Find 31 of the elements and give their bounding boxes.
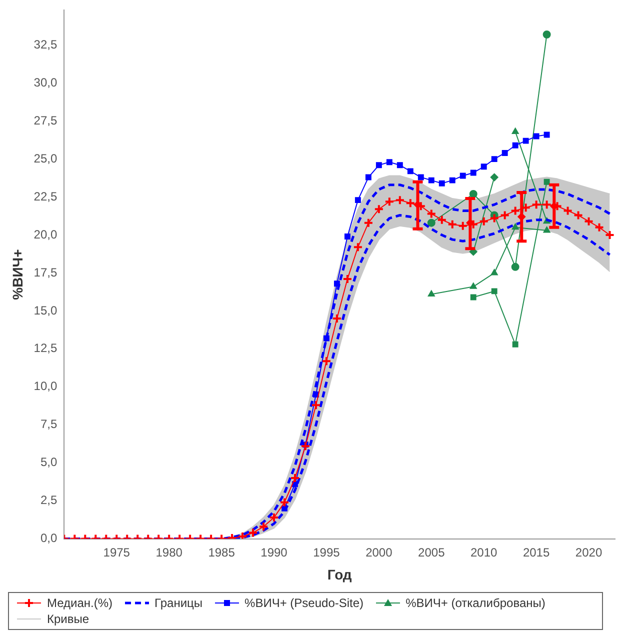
y-tick-label: 5,0 xyxy=(40,455,58,470)
x-tick-label: 1980 xyxy=(156,545,183,560)
x-tick-label: 1995 xyxy=(313,545,340,560)
y-tick-label: 32,5 xyxy=(34,37,58,52)
x-tick-label: 2010 xyxy=(470,545,498,560)
x-tick-label: 2020 xyxy=(575,545,602,560)
y-tick-label: 22,5 xyxy=(34,189,58,204)
y-tick-label: 17,5 xyxy=(34,265,58,280)
y-tick-label: 7,5 xyxy=(40,417,58,432)
x-tick-label: 1975 xyxy=(103,545,130,560)
y-tick-label: 12,5 xyxy=(34,341,58,356)
y-tick-label: 15,0 xyxy=(34,303,58,318)
x-tick-label: 2015 xyxy=(522,545,550,560)
y-tick-label: 10,0 xyxy=(34,379,58,394)
y-tick-label: 30,0 xyxy=(34,75,58,90)
legend-label: %ВИЧ+ (откалиброваны) xyxy=(406,596,546,610)
x-tick-label: 1985 xyxy=(208,545,236,560)
legend-label: Кривые xyxy=(47,612,90,626)
x-tick-label: 2005 xyxy=(418,545,446,560)
y-tick-label: 27,5 xyxy=(34,113,58,128)
x-tick-label: 1990 xyxy=(260,545,288,560)
y-tick-label: 20,0 xyxy=(34,227,58,242)
x-tick-label: 2000 xyxy=(366,545,393,560)
y-tick-label: 25,0 xyxy=(34,151,58,166)
y-tick-label: 2,5 xyxy=(40,493,58,508)
x-axis-title: Год xyxy=(327,566,352,582)
y-tick-label: 0,0 xyxy=(40,531,58,546)
legend-label: Границы xyxy=(154,596,203,610)
y-axis-title: %ВИЧ+ xyxy=(9,249,26,300)
legend-label: %ВИЧ+ (Pseudo-Site) xyxy=(244,596,364,610)
legend-label: Медиан.(%) xyxy=(47,596,113,610)
